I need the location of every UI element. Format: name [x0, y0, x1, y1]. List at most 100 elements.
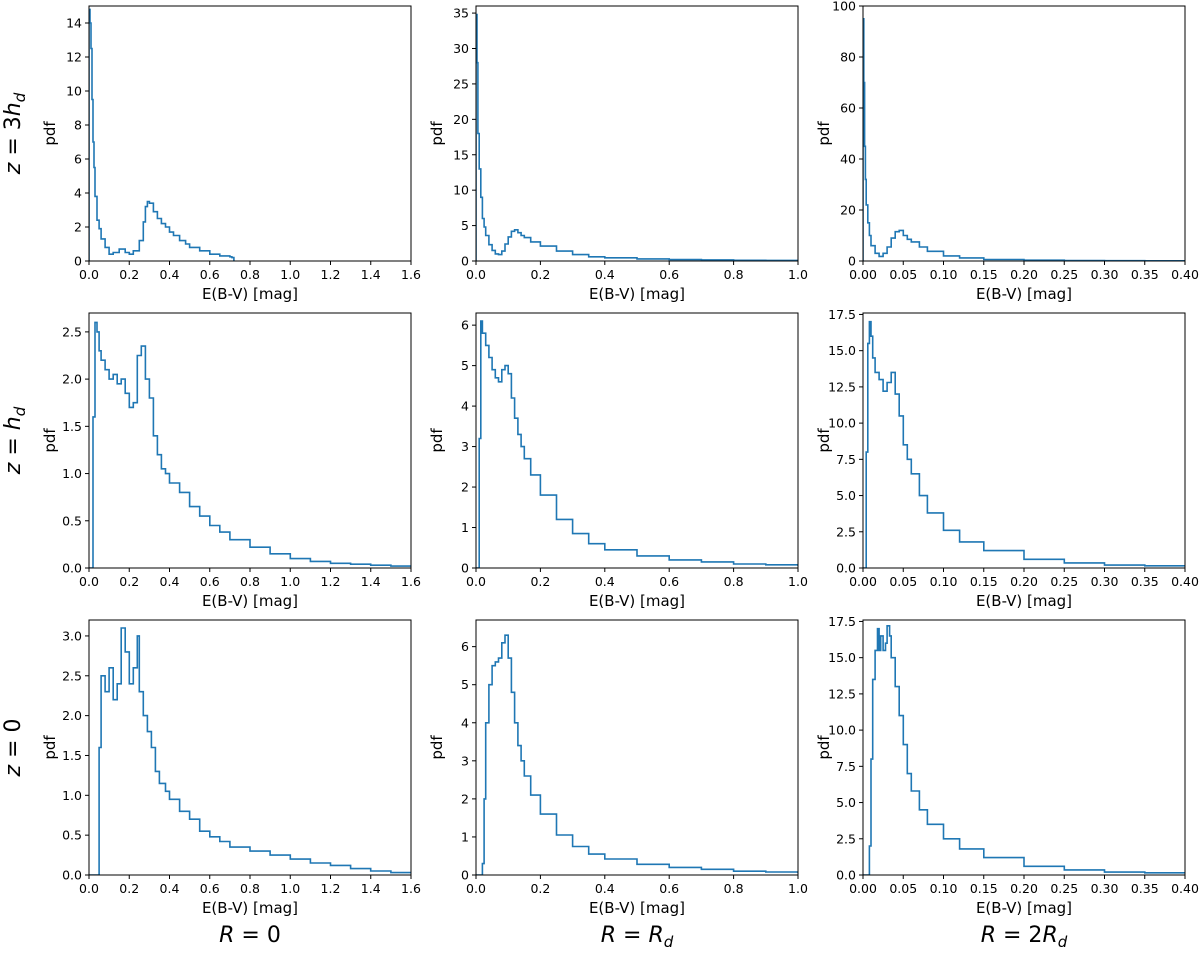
y-tick-label: 15.0: [828, 650, 856, 665]
y-tick-label: 0.0: [62, 561, 82, 576]
x-tick-label: 0.25: [1050, 881, 1078, 896]
y-tick-label: 0.0: [62, 868, 82, 883]
x-axis-label: E(B-V) [mag]: [589, 592, 685, 610]
panel-r0-c2: 0.00 0.05 0.10 0.15 0.20 0.25 0.30 0.35 0.40 0 20 4…: [815, 0, 1199, 303]
x-tick-label: 0.6: [659, 574, 679, 589]
y-tick-label: 3: [461, 439, 469, 454]
x-tick-label: 0.6: [659, 267, 679, 282]
x-tick-label: 0.30: [1091, 267, 1119, 282]
x-axis-label: E(B-V) [mag]: [589, 899, 685, 917]
col-label-1: R = Rd: [601, 923, 674, 951]
x-axis-label: E(B-V) [mag]: [589, 285, 685, 303]
y-tick-label: 2.5: [836, 831, 856, 846]
y-tick-label: 0: [74, 254, 82, 269]
y-tick-label: 35: [453, 6, 469, 21]
x-tick-label: 0.30: [1091, 881, 1119, 896]
x-tick-label: 1.4: [361, 574, 381, 589]
x-axis-label: E(B-V) [mag]: [202, 592, 298, 610]
x-tick-label: 0.2: [530, 881, 550, 896]
y-tick-label: 3.0: [62, 628, 82, 643]
x-tick-label: 0.20: [1010, 574, 1038, 589]
histogram-line: [89, 8, 235, 261]
x-tick-label: 1.6: [401, 574, 421, 589]
y-tick-label: 3: [461, 753, 469, 768]
y-tick-label: 5: [461, 218, 469, 233]
panel-r2-c2: 0.00 0.05 0.10 0.15 0.20 0.25 0.30 0.35 0.40 0.0 2…: [815, 614, 1199, 917]
y-tick-label: 40: [840, 152, 856, 167]
x-tick-label: 0.40: [1171, 267, 1199, 282]
x-tick-label: 0.2: [530, 267, 550, 282]
x-tick-label: 1.6: [401, 267, 421, 282]
panel-r0-c1: 0.0 0.2 0.4 0.6 0.8 1.0 0 5 10 15 20 25 30 35 E(B-V) […: [428, 5, 808, 303]
panels: 0.0 0.2 0.4 0.6 0.8 1.0 1.2 1.4 1.602468101214E(…: [41, 0, 1199, 917]
x-tick-label: 0.15: [970, 574, 998, 589]
col-label-0: R = 0: [219, 923, 281, 948]
y-axis-label: pdf: [41, 428, 59, 453]
y-tick-label: 10.0: [828, 723, 856, 738]
y-tick-label: 2.0: [62, 708, 82, 723]
x-tick-label: 0.00: [849, 574, 877, 589]
y-tick-label: 4: [74, 186, 82, 201]
x-tick-label: 0.00: [849, 267, 877, 282]
histogram-line: [89, 321, 411, 568]
y-tick-label: 6: [74, 152, 82, 167]
panel-r1-c0: 0.0 0.2 0.4 0.6 0.8 1.0 1.2 1.4 1.6 0.0 0.5 1.0 1.5 2…: [41, 312, 421, 610]
y-tick-label: 10: [453, 183, 469, 198]
plot-frame: [88, 5, 412, 262]
y-tick-label: 7.5: [836, 759, 856, 774]
histogram-line: [476, 320, 798, 568]
x-axis-label: E(B-V) [mag]: [976, 899, 1072, 917]
x-tick-label: 1.0: [788, 881, 808, 896]
y-tick-label: 12.5: [828, 686, 856, 701]
plot-frame: [88, 312, 412, 569]
x-tick-label: 1.6: [401, 881, 421, 896]
x-tick-label: 0.25: [1050, 267, 1078, 282]
y-tick-label: 12: [66, 50, 82, 65]
x-tick-label: 0.20: [1010, 267, 1038, 282]
y-tick-label: 60: [840, 101, 856, 116]
y-axis-label: pdf: [428, 428, 446, 453]
plot-frame: [475, 312, 799, 569]
x-tick-label: 0.2: [119, 574, 139, 589]
histogram-line: [476, 13, 798, 261]
x-tick-label: 0.4: [160, 574, 180, 589]
x-tick-label: 1.4: [361, 881, 381, 896]
x-axis-label: E(B-V) [mag]: [202, 285, 298, 303]
y-axis-label: pdf: [428, 735, 446, 760]
x-tick-label: 1.0: [280, 574, 300, 589]
x-tick-label: 1.0: [788, 267, 808, 282]
y-tick-label: 7.5: [836, 452, 856, 467]
y-tick-label: 10: [66, 84, 82, 99]
y-tick-label: 2: [74, 220, 82, 235]
x-tick-label: 0.40: [1171, 881, 1199, 896]
y-tick-label: 1.0: [62, 788, 82, 803]
x-tick-label: 0.0: [466, 267, 486, 282]
y-axis-label: pdf: [41, 735, 59, 760]
y-tick-label: 12.5: [828, 379, 856, 394]
panel-r1-c1: 0.0 0.2 0.4 0.6 0.8 1.0 0 1 2 3 4 5 6 E(B-V) [mag] pdf: [428, 312, 808, 610]
histogram-line: [863, 18, 1185, 261]
x-tick-label: 0.20: [1010, 881, 1038, 896]
y-tick-label: 1.0: [62, 466, 82, 481]
histogram-line: [476, 634, 798, 875]
y-tick-label: 10.0: [828, 416, 856, 431]
y-tick-label: 0.5: [62, 828, 82, 843]
y-tick-label: 1: [461, 520, 469, 535]
x-tick-label: 0.0: [466, 881, 486, 896]
x-tick-label: 0.2: [119, 881, 139, 896]
y-tick-label: 5.0: [836, 488, 856, 503]
y-axis-label: pdf: [815, 121, 833, 146]
x-tick-label: 0.6: [200, 267, 220, 282]
histogram-line: [89, 627, 411, 875]
y-axis-label: pdf: [428, 121, 446, 146]
y-tick-label: 30: [453, 41, 469, 56]
y-tick-label: 2.5: [62, 668, 82, 683]
x-tick-label: 0.4: [595, 574, 615, 589]
x-tick-label: 1.0: [280, 881, 300, 896]
y-tick-label: 2.5: [836, 524, 856, 539]
row-label-0: z = 3hd: [1, 92, 29, 175]
x-tick-label: 0.10: [930, 574, 958, 589]
x-tick-label: 0.35: [1131, 267, 1159, 282]
col-label-2: R = 2Rd: [981, 923, 1068, 951]
